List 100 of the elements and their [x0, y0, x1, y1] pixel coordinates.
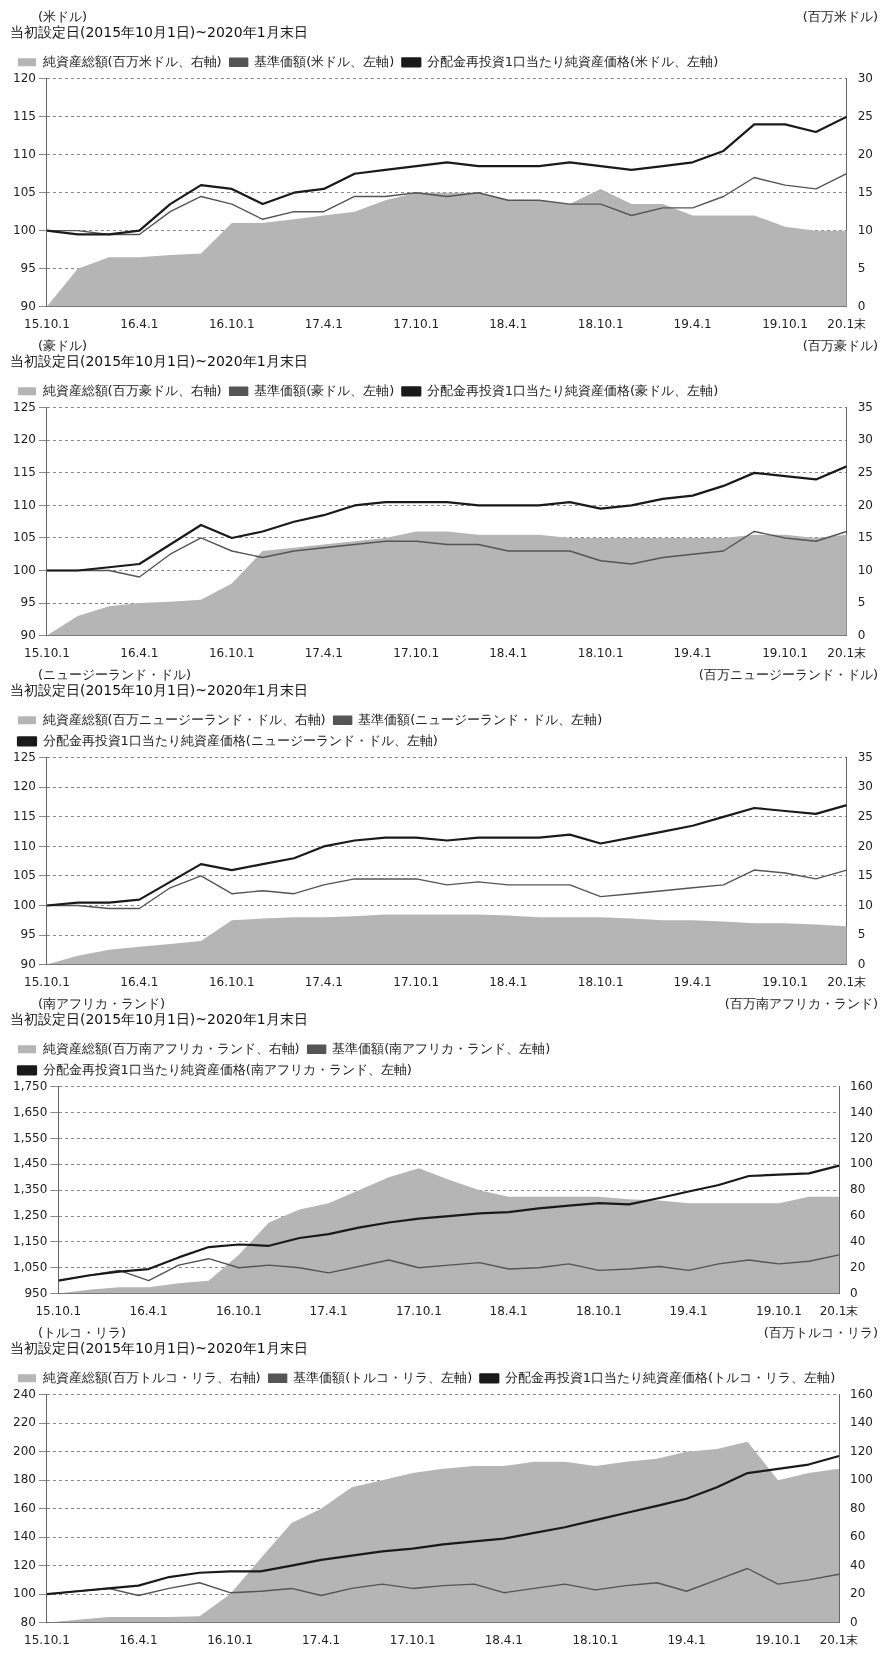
legend-label: 分配金再投資1口当たり純資産価格(豪ドル、左軸): [426, 382, 719, 398]
legend-label: 純資産総額(百万トルコ・リラ、右軸): [42, 1369, 261, 1385]
y2-tick-label: 30: [857, 779, 874, 794]
y-axis-title: (ニュージーランド・ドル): [38, 666, 192, 683]
y-tick-label: 1,150: [12, 1234, 48, 1249]
x-tick-label: 16.10.1: [215, 1303, 262, 1318]
y-tick-label: 80: [20, 1614, 36, 1629]
x-tick-label: 16.4.1: [120, 645, 159, 660]
y-tick-label: 90: [20, 627, 36, 642]
y2-tick-label: 100: [850, 1472, 873, 1487]
y-tick-label: 1,750: [12, 1078, 48, 1093]
y-axis-title: (トルコ・リラ): [38, 1324, 127, 1341]
y-tick-label: 90: [20, 956, 36, 971]
y2-tick-label: 0: [857, 956, 866, 971]
y-tick-label: 180: [13, 1472, 36, 1487]
y2-axis-title: (百万トルコ・リラ): [763, 1324, 878, 1341]
y2-axis-title: (百万南アフリカ・ランド): [724, 995, 878, 1012]
x-tick-label: 17.4.1: [309, 1303, 348, 1318]
x-tick-label: 15.10.1: [35, 1303, 82, 1318]
y-tick-label: 160: [13, 1500, 36, 1515]
y-tick-label: 115: [13, 809, 36, 824]
y-axis-title: (米ドル): [38, 8, 88, 25]
y2-tick-label: 35: [857, 749, 874, 764]
chart-title: 当初設定日(2015年10月1日)~2020年1月末日: [10, 24, 308, 41]
y-tick-label: 115: [13, 108, 36, 123]
y-tick-label: 100: [13, 1586, 36, 1601]
y2-tick-label: 20: [850, 1586, 866, 1601]
chart-title: 当初設定日(2015年10月1日)~2020年1月末日: [10, 1011, 308, 1028]
x-tick-label: 18.10.1: [577, 645, 624, 660]
x-tick-label: 19.10.1: [756, 1303, 802, 1318]
x-tick-label: 16.10.1: [208, 316, 255, 331]
x-tick-label: 17.4.1: [304, 316, 343, 331]
y2-tick-label: 10: [857, 562, 874, 577]
legend-label: 純資産総額(百万ニュージーランド・ドル、右軸): [42, 711, 326, 727]
y-tick-label: 1,450: [12, 1156, 48, 1171]
y2-tick-label: 25: [857, 108, 874, 123]
y2-tick-label: 20: [850, 1259, 866, 1274]
x-tick-label: 18.10.1: [577, 316, 624, 331]
x-tick-label: 16.10.1: [208, 645, 255, 660]
y-tick-label: 125: [13, 399, 36, 414]
y2-tick-label: 35: [857, 399, 874, 414]
y2-tick-label: 20: [857, 838, 874, 853]
x-tick-label: 20.1末: [819, 1303, 859, 1318]
y2-tick-label: 15: [857, 868, 874, 883]
y2-tick-label: 20: [857, 497, 874, 512]
legend-label: 分配金再投資1口当たり純資産価格(ニュージーランド・ドル、左軸): [42, 732, 438, 748]
x-tick-label: 17.4.1: [304, 645, 343, 660]
x-tick-label: 20.1末: [827, 645, 867, 660]
legend-label: 基準価額(南アフリカ・ランド、左軸): [332, 1040, 551, 1056]
legend-label: 分配金再投資1口当たり純資産価格(トルコ・リラ、左軸): [504, 1369, 836, 1385]
x-tick-label: 19.4.1: [669, 1303, 708, 1318]
y-tick-label: 200: [13, 1443, 36, 1458]
y-tick-label: 125: [13, 749, 36, 764]
x-tick-label: 15.10.1: [24, 645, 70, 660]
y-tick-label: 100: [13, 222, 36, 237]
x-tick-label: 17.10.1: [393, 645, 440, 660]
legend-label: 分配金再投資1口当たり純資産価格(米ドル、左軸): [426, 53, 719, 69]
x-tick-label: 16.4.1: [119, 1632, 158, 1647]
legend-label: 基準価額(ニュージーランド・ドル、左軸): [358, 711, 603, 727]
y2-tick-label: 140: [850, 1104, 873, 1119]
x-tick-label: 18.10.1: [572, 1632, 619, 1647]
x-tick-label: 18.4.1: [489, 974, 528, 989]
chart-title: 当初設定日(2015年10月1日)~2020年1月末日: [10, 353, 308, 370]
x-tick-label: 17.10.1: [393, 974, 440, 989]
y-axis-title: (豪ドル): [38, 337, 88, 354]
x-tick-label: 16.4.1: [129, 1303, 168, 1318]
y-tick-label: 140: [13, 1529, 36, 1544]
x-tick-label: 17.10.1: [389, 1632, 436, 1647]
y2-tick-label: 120: [850, 1443, 873, 1458]
y2-tick-label: 160: [850, 1386, 873, 1401]
y2-tick-label: 5: [857, 595, 866, 610]
x-tick-label: 20.1末: [827, 974, 867, 989]
x-tick-label: 18.4.1: [484, 1632, 523, 1647]
y2-tick-label: 80: [850, 1182, 866, 1197]
x-tick-label: 16.10.1: [208, 974, 255, 989]
y2-tick-label: 0: [850, 1285, 858, 1300]
x-tick-label: 16.4.1: [120, 316, 159, 331]
legend-label: 基準価額(トルコ・リラ、左軸): [293, 1369, 473, 1385]
y-tick-label: 220: [13, 1415, 36, 1430]
y-tick-label: 110: [13, 146, 36, 161]
y-tick-label: 95: [20, 595, 36, 610]
y-axis-title: (南アフリカ・ランド): [38, 995, 166, 1012]
y2-tick-label: 25: [857, 465, 874, 480]
x-tick-label: 17.10.1: [393, 316, 440, 331]
y-tick-label: 95: [20, 927, 36, 942]
y2-tick-label: 140: [850, 1415, 873, 1430]
x-tick-label: 18.10.1: [577, 974, 624, 989]
y-tick-label: 1,050: [12, 1259, 48, 1274]
y2-tick-label: 0: [857, 298, 866, 313]
y-tick-label: 115: [13, 465, 36, 480]
x-tick-label: 19.4.1: [667, 1632, 706, 1647]
y-tick-label: 110: [13, 838, 36, 853]
y2-tick-label: 15: [857, 530, 874, 545]
y2-tick-label: 5: [857, 927, 866, 942]
y-tick-label: 120: [13, 779, 36, 794]
legend-label: 基準価額(米ドル、左軸): [254, 53, 395, 69]
y-tick-label: 1,650: [12, 1104, 48, 1119]
y2-axis-title: (百万豪ドル): [802, 337, 878, 354]
x-tick-label: 19.4.1: [673, 316, 712, 331]
y2-tick-label: 120: [850, 1130, 873, 1145]
